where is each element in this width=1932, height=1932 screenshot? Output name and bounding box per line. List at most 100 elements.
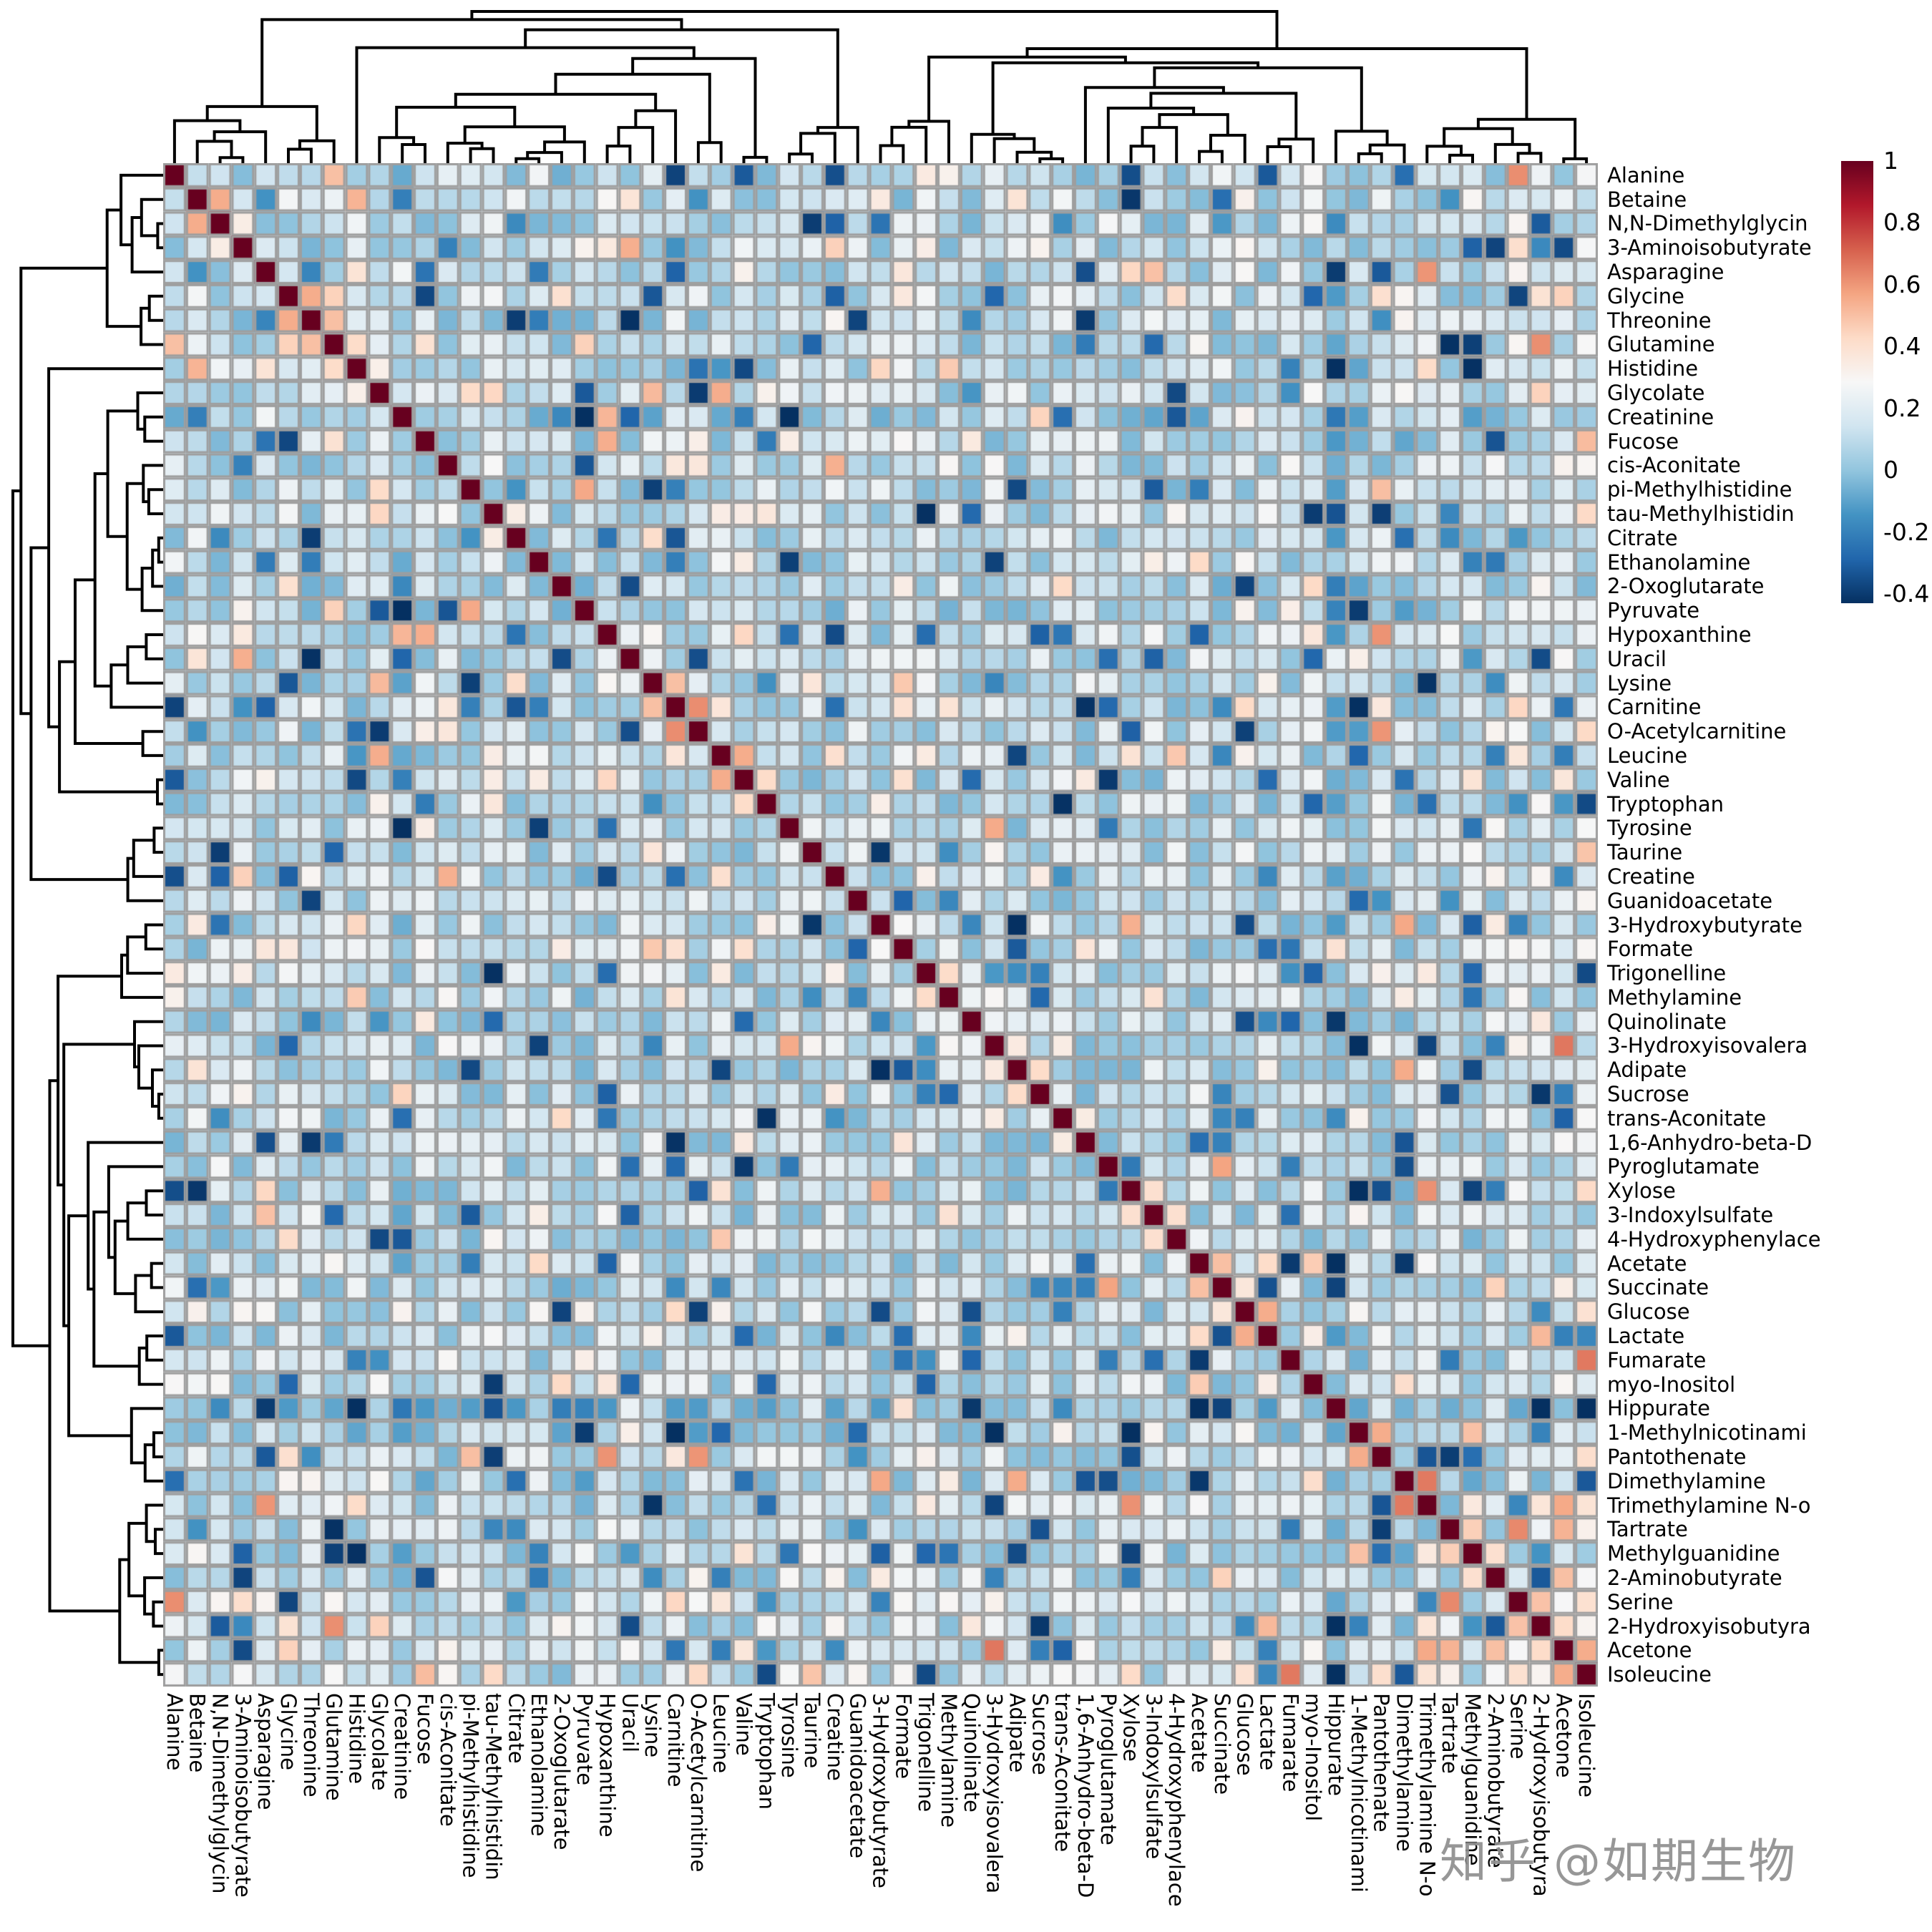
dendrogram-link [132, 839, 163, 878]
dendrogram-link [205, 104, 318, 141]
row-label: 3-Hydroxyisovalera [1607, 1033, 1808, 1058]
row-label: Fumarate [1607, 1347, 1707, 1372]
dendrogram-link [788, 152, 814, 163]
col-label: Glycine [276, 1693, 301, 1770]
row-label: Carnitine [1607, 695, 1702, 720]
row-label: Isoleucine [1607, 1662, 1712, 1687]
colorbar-tick-label: 0.4 [1883, 332, 1921, 361]
row-label: 3-Hydroxybutyrate [1607, 912, 1802, 937]
col-label: tau-Methylhistidin [481, 1693, 506, 1880]
row-label: tau-Methylhistidin [1607, 502, 1795, 526]
col-label: Pyruvate [572, 1693, 597, 1786]
dendrogram-link [446, 142, 484, 163]
col-label: Hippurate [1324, 1693, 1348, 1796]
dendrogram-link [74, 578, 143, 745]
dendrogram-link [1448, 153, 1474, 163]
dendrogram-link [298, 139, 336, 163]
dendrogram-link [1129, 145, 1156, 163]
col-label: N,N-Dimethylglycin [208, 1693, 233, 1894]
colorbar-tick-label: 1 [1883, 147, 1898, 175]
row-label: myo-Inositol [1607, 1372, 1736, 1397]
row-label: Tyrosine [1607, 816, 1692, 841]
col-label: 2-Aminobutyrate [1483, 1693, 1508, 1868]
row-label: Lactate [1607, 1323, 1685, 1348]
dendrogram-link [140, 197, 163, 238]
col-label: Succinate [1209, 1693, 1234, 1795]
row-label: Leucine [1607, 743, 1688, 768]
row-label: 2-Aminobutyrate [1607, 1565, 1782, 1590]
col-label: Valine [731, 1693, 756, 1756]
dendrogram-link [152, 1431, 163, 1458]
dendrogram-link [147, 488, 163, 515]
row-label: Betaine [1607, 187, 1687, 212]
col-label: O-Acetylcarnitine [686, 1693, 711, 1873]
col-label: Quinolinate [959, 1693, 984, 1813]
dendrogram-link [145, 1335, 163, 1362]
col-label: Guanidoacetate [845, 1693, 870, 1859]
col-label: Fucose [412, 1693, 437, 1765]
dendrogram-link [11, 489, 50, 1347]
dendrogram-link [107, 1165, 163, 1259]
row-label: Valine [1607, 767, 1670, 792]
colorbar [1841, 161, 1873, 603]
dendrogram-link [106, 409, 138, 538]
dendrogram-link [57, 975, 122, 1186]
col-label: Creatinine [390, 1693, 415, 1800]
left-dendrogram [11, 173, 163, 1677]
row-label: Glucose [1607, 1299, 1690, 1324]
top-dendrogram [172, 10, 1589, 163]
col-label: Sucrose [1028, 1693, 1053, 1775]
colorbar-tick-label: 0.8 [1883, 208, 1921, 237]
row-label: 2-Oxoglutarate [1607, 574, 1765, 599]
colorbar-tick-label: -0.2 [1883, 517, 1930, 546]
row-label: O-Acetylcarnitine [1607, 719, 1787, 744]
colorbar-tick-label: 0.2 [1883, 394, 1921, 422]
row-label: 3-Indoxylsulfate [1607, 1203, 1774, 1228]
dendrogram-link [144, 923, 163, 951]
dendrogram-link [141, 730, 163, 757]
row-label: Formate [1607, 937, 1694, 962]
row-label: Hippurate [1607, 1396, 1710, 1421]
row-label: Tryptophan [1607, 791, 1724, 816]
row-label: Serine [1607, 1589, 1674, 1614]
watermark: 知乎 @如期生物 [1440, 1834, 1797, 1889]
col-label: Methylamine [936, 1693, 961, 1828]
col-label: Xylose [1118, 1693, 1143, 1762]
dendrogram-link [143, 415, 163, 443]
col-label: Hypoxanthine [595, 1693, 620, 1838]
dendrogram-link [1357, 152, 1383, 163]
dendrogram-link [378, 136, 416, 163]
row-label: Histidine [1607, 356, 1699, 381]
dendrogram-link [1198, 150, 1224, 163]
col-label: 1,6-Anhydro-beta-D [1073, 1693, 1098, 1898]
row-label: Taurine [1607, 840, 1683, 865]
col-label: Adipate [1005, 1693, 1030, 1773]
dendrogram-link [105, 208, 142, 328]
dendrogram-link [1277, 137, 1315, 163]
row-label: 1,6-Anhydro-beta-D [1607, 1130, 1813, 1155]
col-label: Histidine [344, 1693, 369, 1785]
row-label: Adipate [1607, 1058, 1687, 1083]
row-label: Threonine [1607, 308, 1712, 333]
row-label: Tartrate [1607, 1517, 1688, 1542]
col-label: Pyroglutamate [1096, 1693, 1121, 1845]
dendrogram-link [134, 1274, 163, 1314]
colorbar-tick-label: 0.6 [1883, 270, 1921, 298]
dendrogram-link [605, 145, 632, 163]
row-label: Pyroglutamate [1607, 1154, 1760, 1179]
dendrogram-link [142, 464, 163, 504]
row-label: Methylguanidine [1607, 1541, 1780, 1566]
col-label: Tryptophan [754, 1693, 779, 1810]
row-label: trans-Aconitate [1607, 1106, 1767, 1131]
row-label: Glycolate [1607, 381, 1705, 406]
row-label: Fucose [1607, 429, 1679, 454]
dendrogram-link [395, 105, 517, 138]
dendrogram-link [147, 294, 163, 322]
col-label: Glycolate [367, 1693, 392, 1791]
col-label: Fumarate [1278, 1693, 1303, 1792]
dendrogram-link [696, 141, 723, 163]
col-label: Serine [1506, 1693, 1531, 1760]
row-label: Trigonelline [1607, 961, 1727, 986]
row-label: 2-Hydroxyisobutyra [1607, 1614, 1811, 1639]
